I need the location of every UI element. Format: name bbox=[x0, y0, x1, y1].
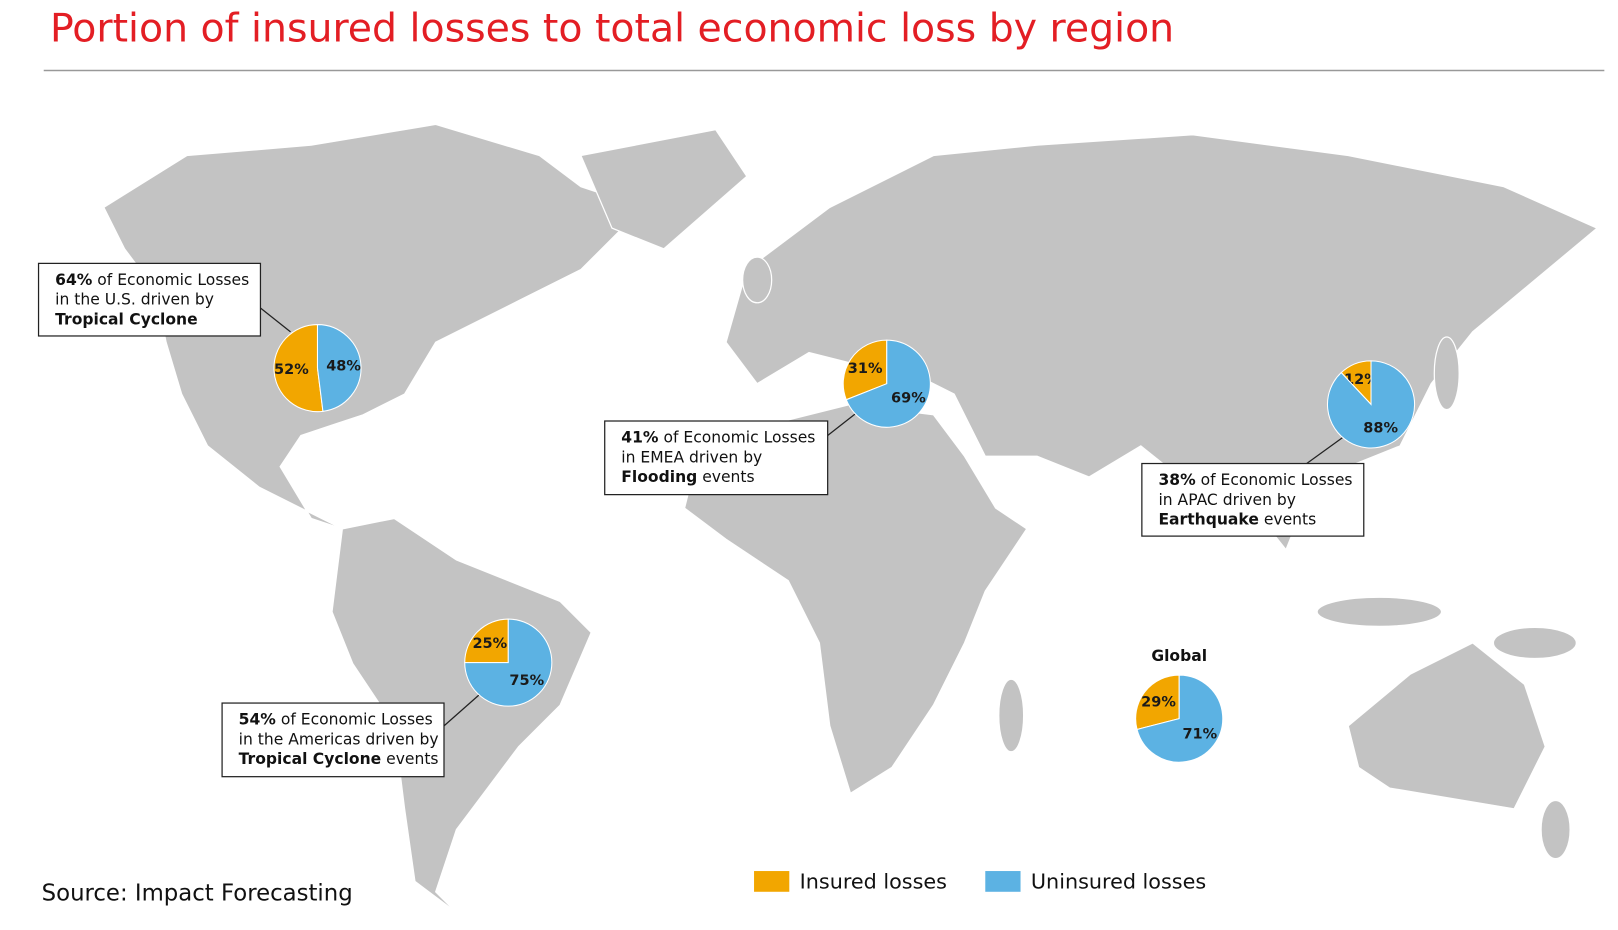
madagascar bbox=[998, 678, 1025, 753]
callout-text: of Economic Losses bbox=[1196, 471, 1353, 489]
pie-label: 71% bbox=[1182, 727, 1217, 743]
callout-text: 64% bbox=[55, 270, 93, 288]
pie-slice bbox=[464, 618, 553, 707]
legend-label: Uninsured losses bbox=[1031, 869, 1206, 893]
title: Portion of insured losses to total econo… bbox=[50, 6, 1174, 52]
callout-line: in the Americas driven by bbox=[239, 730, 439, 748]
uk bbox=[742, 256, 773, 304]
new-zealand bbox=[1540, 799, 1571, 860]
callout-line: Tropical Cyclone events bbox=[239, 750, 439, 768]
callout-text: events bbox=[1259, 510, 1316, 528]
pie-slice bbox=[1136, 674, 1224, 763]
callout-box bbox=[1141, 462, 1365, 537]
greenland bbox=[579, 128, 748, 250]
legend-swatch bbox=[754, 871, 790, 892]
leader-line bbox=[443, 694, 480, 727]
pie-slice bbox=[1135, 674, 1180, 731]
callout-line: in EMEA driven by bbox=[621, 448, 762, 466]
leader-line bbox=[1306, 432, 1349, 465]
callout-line: 41% of Economic Losses bbox=[621, 428, 815, 446]
callout-text: 54% bbox=[239, 710, 277, 728]
pie-slice bbox=[845, 339, 931, 428]
legend-label: Insured losses bbox=[800, 869, 947, 893]
pie-label: 69% bbox=[891, 390, 926, 406]
callout-line: 64% of Economic Losses bbox=[55, 270, 249, 288]
pie-label: 31% bbox=[848, 361, 883, 377]
callout-text: of Economic Losses bbox=[92, 270, 249, 288]
callout-line: Flooding events bbox=[621, 467, 754, 485]
callout-text: in EMEA driven by bbox=[621, 448, 762, 466]
callout-line: in the U.S. driven by bbox=[55, 290, 214, 308]
callout-line: Earthquake events bbox=[1158, 510, 1316, 528]
callout-text: events bbox=[697, 467, 754, 485]
leader-line bbox=[827, 412, 858, 437]
callout-text: in the Americas driven by bbox=[239, 730, 439, 748]
pie-slice bbox=[316, 324, 362, 412]
callout-text: Flooding bbox=[621, 467, 697, 485]
pie-slice bbox=[464, 618, 509, 664]
callout-box bbox=[604, 420, 829, 496]
new-guinea bbox=[1492, 626, 1577, 660]
australia bbox=[1347, 642, 1546, 810]
callout-box bbox=[221, 702, 445, 778]
africa bbox=[683, 403, 1028, 795]
source: Source: Impact Forecasting bbox=[42, 880, 353, 906]
north-america bbox=[103, 123, 645, 530]
callout-line: 54% of Economic Losses bbox=[239, 710, 433, 728]
callout-text: events bbox=[381, 750, 438, 768]
callout-text: 38% bbox=[1158, 471, 1196, 489]
legend-swatch bbox=[985, 871, 1021, 892]
pie-label: 12% bbox=[1344, 372, 1379, 388]
callout-text: in APAC driven by bbox=[1158, 490, 1296, 508]
pie-label: 88% bbox=[1363, 421, 1398, 437]
pie-title: Global bbox=[1151, 647, 1207, 665]
pie-slice bbox=[1327, 360, 1416, 449]
pie-label: 48% bbox=[326, 358, 361, 374]
callout-text: in the U.S. driven by bbox=[55, 290, 214, 308]
indonesia bbox=[1316, 596, 1443, 627]
callout-text: of Economic Losses bbox=[659, 428, 816, 446]
callout-text: Earthquake bbox=[1158, 510, 1258, 528]
pie-label: 52% bbox=[274, 362, 309, 378]
callout-text: of Economic Losses bbox=[276, 710, 433, 728]
pie-label: 25% bbox=[472, 636, 507, 652]
world-map bbox=[103, 123, 1599, 914]
callout-line: in APAC driven by bbox=[1158, 490, 1296, 508]
callout-line: Tropical Cyclone bbox=[55, 310, 198, 328]
pie-slice bbox=[842, 339, 888, 401]
leader-line bbox=[260, 307, 291, 333]
pie-label: 75% bbox=[509, 673, 544, 689]
callout-box bbox=[37, 262, 262, 337]
pie-label: 29% bbox=[1141, 695, 1176, 711]
japan bbox=[1433, 336, 1460, 411]
callout-text: 41% bbox=[621, 428, 659, 446]
pie-slice bbox=[273, 324, 324, 413]
callout-line: 38% of Economic Losses bbox=[1158, 471, 1352, 489]
callout-text: Tropical Cyclone bbox=[55, 310, 198, 328]
callout-text: Tropical Cyclone bbox=[239, 750, 382, 768]
